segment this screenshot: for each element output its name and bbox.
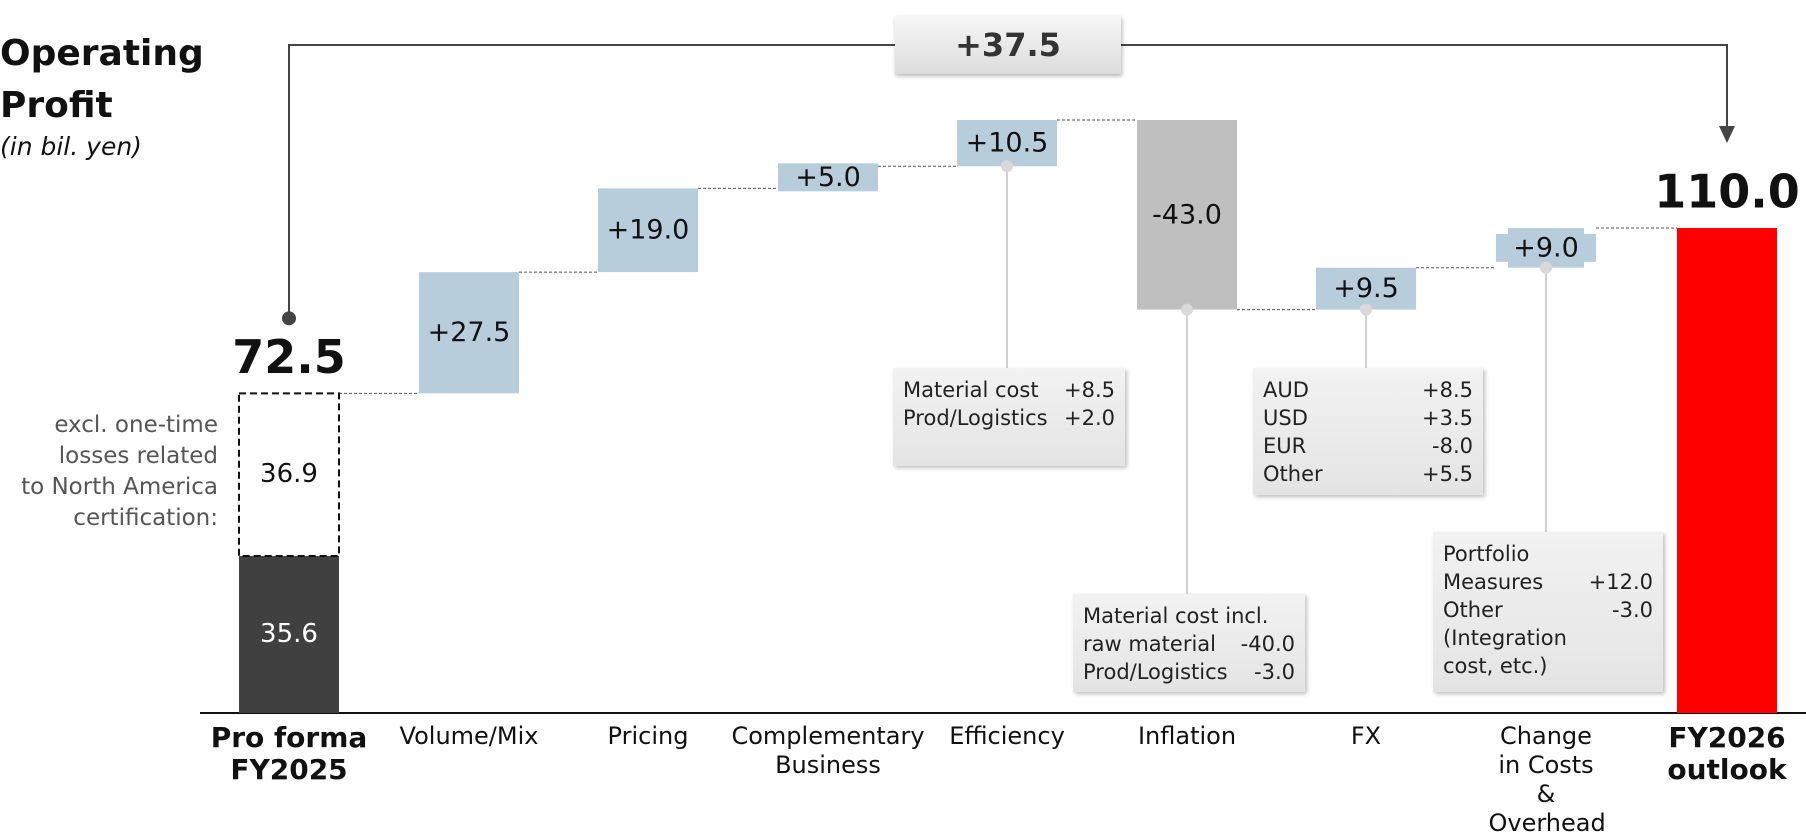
- callout-text: Measures: [1443, 570, 1544, 594]
- bar-segment: [239, 556, 339, 713]
- callout-text: +12.0: [1588, 570, 1653, 594]
- callout-text: -3.0: [1254, 660, 1295, 684]
- note-line: certification:: [73, 505, 218, 531]
- x-tick-label: Pricing: [607, 722, 689, 750]
- callout-row: cost, etc.): [1443, 652, 1653, 680]
- bar-segment: [238, 392, 340, 558]
- callout-text: Prod/Logistics: [1083, 660, 1228, 684]
- callout-row: raw material -40.0: [1083, 630, 1295, 658]
- callout-text: EUR: [1263, 434, 1307, 458]
- callout-text: raw material: [1083, 632, 1217, 656]
- callout-row: AUD +8.5: [1263, 376, 1473, 404]
- x-tick-label: Efficiency: [949, 722, 1065, 750]
- value-label: +19.0: [607, 215, 690, 246]
- callout-row: (Integration: [1443, 624, 1653, 652]
- callout-text: Material cost: [903, 378, 1039, 402]
- callout-text: AUD: [1263, 378, 1309, 402]
- callout-row: USD +3.5: [1263, 404, 1473, 432]
- callout-row: Other +5.5: [1263, 460, 1473, 488]
- callout-text: -8.0: [1432, 434, 1473, 458]
- callout-text: Other: [1263, 462, 1323, 486]
- callout-row: Prod/Logistics +2.0: [903, 404, 1115, 432]
- callout-text: Other: [1443, 598, 1503, 622]
- note: excl. one-time losses related to North Ame…: [0, 410, 218, 534]
- chart: 35.6 36.9 72.5 +27.5 +19.0 +5.0 +10.5 -43.0 +9.5…: [200, 16, 1806, 714]
- callout-text: Portfolio: [1443, 542, 1530, 566]
- segment-label: 35.6: [260, 619, 318, 649]
- callout-dot: [1540, 261, 1552, 274]
- callout-row: Measures +12.0: [1443, 568, 1653, 596]
- callout-text: +8.5: [1064, 378, 1115, 402]
- change-box: [895, 16, 1121, 74]
- x-tick-label: Complementary Business: [731, 722, 925, 779]
- arrowhead: [1719, 126, 1735, 143]
- callout-row: EUR -8.0: [1263, 432, 1473, 460]
- callout-dot: [1001, 160, 1013, 173]
- bar: [598, 188, 698, 273]
- total-label: 110.0: [1654, 165, 1800, 219]
- change-label: +37.5: [955, 26, 1061, 64]
- total-label: 72.5: [232, 330, 346, 384]
- callout-text: Material cost incl.: [1083, 604, 1269, 628]
- x-tick-label: FX: [1350, 722, 1382, 750]
- callout-text: +3.5: [1422, 406, 1473, 430]
- callout-text: +8.5: [1422, 378, 1473, 402]
- callout-row: Portfolio: [1443, 540, 1653, 568]
- value-label: +27.5: [428, 317, 511, 348]
- callout-text: cost, etc.): [1443, 654, 1548, 678]
- callout-row: Material cost +8.5: [903, 376, 1115, 404]
- value-label: -43.0: [1152, 199, 1222, 230]
- x-tick-label: Change in Costs & Overhead: [1488, 722, 1606, 837]
- callout-text: Prod/Logistics: [903, 406, 1048, 430]
- bar: [419, 272, 519, 394]
- callout-dot: [1360, 303, 1372, 316]
- callout-text: USD: [1263, 406, 1308, 430]
- page: 35.6 36.9 72.5 +27.5 +19.0 +5.0 +10.5 -43.0 +9.5…: [0, 16, 1806, 837]
- callout: Material cost incl. raw material -40.0 Prod…: [1073, 594, 1305, 692]
- x-tick-label: FY2026 outlook: [1667, 721, 1787, 786]
- note-line: excl. one-time: [54, 412, 218, 438]
- value-label: +5.0: [795, 162, 861, 193]
- bar: [790, 166, 866, 189]
- chart-title: Operating Profit: [0, 33, 204, 126]
- value-label: +10.5: [966, 128, 1049, 159]
- x-tick-label: Volume/Mix: [399, 722, 539, 750]
- callout-text: -3.0: [1612, 598, 1653, 622]
- note-line: losses related: [58, 443, 218, 469]
- callout-row: Prod/Logistics -3.0: [1083, 658, 1295, 686]
- callout-row: Material cost incl.: [1083, 602, 1295, 630]
- callout: AUD +8.5 USD +3.5 EUR -8.0 Other +5.5: [1253, 368, 1483, 495]
- subtitle: (in bil. yen): [0, 132, 142, 161]
- x-tick-label: Pro forma FY2025: [210, 721, 368, 786]
- bar: [1137, 120, 1237, 310]
- callout-row: Other -3.0: [1443, 596, 1653, 624]
- callout-dot: [1181, 303, 1193, 316]
- callout: Material cost +8.5 Prod/Logistics +2.0: [893, 368, 1125, 466]
- bar: [1508, 228, 1584, 268]
- callout-text: (Integration: [1443, 626, 1567, 650]
- value-label: +9.5: [1333, 273, 1399, 304]
- callout-text: -40.0: [1240, 632, 1295, 656]
- bar: [1677, 228, 1777, 713]
- value-label: +9.0: [1513, 232, 1579, 263]
- callout: Portfolio Measures +12.0 Other -3.0 (Integrat…: [1433, 532, 1663, 692]
- x-tick-label: Inflation: [1137, 722, 1237, 750]
- callout-text: +5.5: [1422, 462, 1473, 486]
- segment-label: 36.9: [260, 459, 318, 489]
- bar: [957, 120, 1057, 167]
- note-line: to North America: [21, 474, 218, 500]
- callout-text: +2.0: [1064, 406, 1115, 430]
- bar: [1316, 267, 1416, 310]
